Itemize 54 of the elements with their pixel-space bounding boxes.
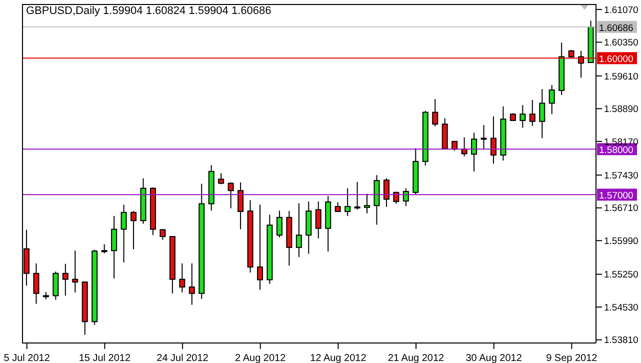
x-tick-label: 12 Aug 2012	[310, 353, 367, 363]
y-tick-label: 1.53810	[604, 335, 638, 346]
x-tick-label: 30 Aug 2012	[466, 353, 522, 363]
candlestick	[490, 116, 496, 164]
candlestick	[228, 182, 234, 209]
y-tick-label: 1.60350	[604, 38, 638, 49]
candlestick	[296, 202, 302, 258]
candlestick	[111, 216, 118, 279]
candlestick	[315, 200, 322, 239]
candlestick	[480, 124, 487, 150]
chart-title: GBPUSD,Daily 1.59904 1.60824 1.59904 1.60686	[26, 5, 272, 17]
ref-line-label: 1.58000	[599, 145, 634, 156]
y-tick-label: 1.59610	[604, 71, 638, 82]
candlestick	[179, 262, 186, 293]
y-tick-label: 1.55990	[604, 236, 638, 247]
candlestick	[120, 204, 127, 263]
candlestick	[364, 193, 370, 214]
y-tick-label: 1.58890	[604, 104, 638, 116]
candlestick	[402, 188, 409, 207]
x-tick-label: 2 Aug 2012	[235, 353, 286, 363]
candlestick	[130, 210, 137, 250]
x-tick-label: 24 Jul 2012	[156, 353, 209, 363]
x-tick-label: 5 Jul 2012	[4, 353, 50, 363]
candlestick	[52, 271, 59, 300]
x-tick-label: 21 Aug 2012	[388, 353, 445, 363]
y-tick-label: 1.55250	[604, 270, 638, 281]
candlestick	[529, 100, 536, 126]
candlestick	[238, 182, 244, 230]
candlestick	[334, 202, 341, 212]
ref-line-label: 1.57000	[599, 190, 634, 202]
candlestick	[72, 250, 78, 293]
ref-line-label: 1.60686	[599, 22, 634, 34]
candlestick	[33, 262, 40, 304]
x-tick-label: 15 Jul 2012	[78, 353, 131, 363]
y-tick-label: 1.61070	[604, 4, 638, 16]
candlestick	[160, 228, 166, 240]
candlestick	[62, 263, 68, 296]
candlestick	[383, 178, 390, 208]
x-tick-label: 9 Sep 2012	[546, 353, 598, 363]
candlestick	[188, 262, 195, 306]
candlestick	[354, 181, 360, 210]
candlestick	[520, 104, 526, 128]
ref-line-label: 1.60000	[599, 54, 634, 66]
y-tick-label: 1.56710	[604, 203, 638, 214]
candlestick	[276, 210, 282, 238]
y-tick-label: 1.57430	[604, 170, 638, 182]
candlestick	[256, 204, 263, 290]
candlestick	[101, 244, 108, 254]
candlestick	[344, 188, 351, 217]
candlestick	[471, 132, 478, 172]
candlestick	[539, 88, 546, 139]
y-tick-label: 1.54530	[604, 302, 638, 314]
candlestick	[432, 98, 438, 127]
candlestick	[548, 84, 555, 115]
